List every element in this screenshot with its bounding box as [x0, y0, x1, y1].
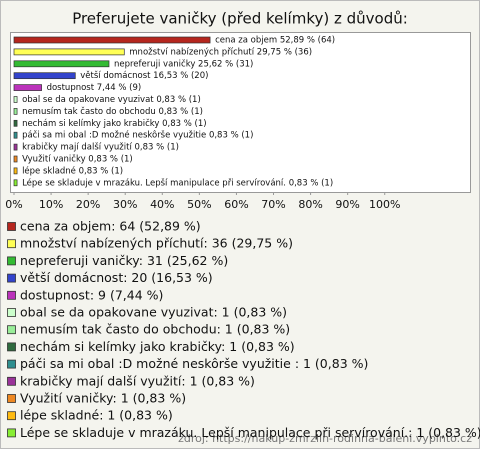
legend-swatch — [7, 359, 16, 369]
legend-label: nepreferuji vaničky: 31 (25,62 %) — [20, 253, 228, 268]
chart-title: Preferujete vaničky (před kelímky) z dův… — [72, 10, 408, 28]
legend-label: Využití vaničky: 1 (0,83 %) — [20, 391, 186, 406]
x-tick-label: 20% — [76, 198, 100, 211]
legend-swatch — [7, 342, 16, 352]
bar-label: množství nabízených příchutí 29,75 % (36… — [129, 47, 312, 57]
legend-label: obal se da opakovane vyuzivat: 1 (0,83 %… — [20, 305, 287, 320]
bar — [13, 60, 110, 68]
bar — [13, 84, 42, 91]
bar-label: nemusím tak často do obchodu 0,83 % (1) — [22, 106, 203, 117]
bar — [13, 143, 18, 151]
x-tick-label: 40% — [150, 198, 174, 211]
bar-label: nechám si kelímky jako krabičky 0,83 % (… — [22, 118, 207, 129]
legend-swatch — [7, 273, 16, 283]
bar — [13, 96, 18, 103]
bar — [13, 131, 18, 139]
bar-label: páči sa mi obal :D možné neskôrše využit… — [22, 130, 253, 141]
legend-swatch — [7, 411, 16, 421]
x-tick-label: 70% — [261, 198, 285, 211]
legend-label: nechám si kelímky jako krabičky: 1 (0,83… — [20, 339, 295, 354]
bar-label: Lépe se skladuje v mrazáku. Lepší manipu… — [22, 177, 333, 188]
legend-label: lépe skladné: 1 (0,83 %) — [20, 408, 173, 423]
x-tick-label: 80% — [298, 198, 322, 211]
bar-label: cena za objem 52,89 % (64) — [215, 36, 335, 46]
bar-label: Využití vaničky 0,83 % (1) — [22, 154, 133, 165]
legend-swatch — [7, 325, 16, 335]
bar — [13, 48, 125, 56]
bar — [13, 36, 211, 44]
bar — [13, 167, 18, 175]
bar — [13, 155, 18, 163]
bar — [13, 72, 76, 80]
legend-label: páči sa mi obal :D možné neskôrše využit… — [20, 356, 368, 371]
bar — [13, 119, 18, 127]
x-tick-label: 100% — [369, 198, 400, 211]
x-tick-label: 10% — [39, 198, 63, 211]
bar-label: obal se da opakovane vyuzivat 0,83 % (1) — [22, 95, 201, 105]
legend-swatch — [7, 428, 16, 438]
bar-label: lépe skladné 0,83 % (1) — [22, 165, 123, 176]
bar — [13, 179, 18, 187]
legend-label: Lépe se skladuje v mrazáku. Lepší manipu… — [20, 425, 480, 440]
legend-swatch — [7, 394, 16, 403]
x-tick-label: 50% — [187, 198, 211, 211]
legend-label: dostupnost: 9 (7,44 %) — [20, 287, 163, 302]
legend-swatch — [7, 239, 16, 249]
legend-swatch — [7, 256, 16, 266]
bar-label: dostupnost 7,44 % (9) — [47, 83, 142, 93]
legend-swatch — [7, 376, 16, 386]
bar-label: krabičky mají další využití 0,83 % (1) — [22, 142, 179, 153]
legend-label: cena za objem: 64 (52,89 %) — [20, 219, 201, 234]
x-tick-label: 60% — [224, 198, 248, 211]
legend-label: množství nabízených příchutí: 36 (29,75 … — [20, 236, 293, 251]
x-tick-label: 30% — [113, 198, 137, 211]
legend-swatch — [7, 222, 16, 231]
source: zdroj: https://nakup-zmrzlin-rodinna-bal… — [178, 432, 472, 445]
x-tick-label: 90% — [335, 198, 359, 211]
legend-label: větší domácnost: 20 (16,53 %) — [20, 270, 213, 285]
bar-label: nepreferuji vaničky 25,62 % (31) — [114, 58, 253, 69]
legend-swatch — [7, 308, 16, 317]
legend-swatch — [7, 290, 16, 300]
plot-area — [10, 32, 471, 193]
bar-label: větší domácnost 16,53 % (20) — [80, 70, 208, 81]
bar — [13, 108, 18, 115]
x-tick-label: 0% — [5, 198, 22, 211]
legend-label: krabičky mají další využití: 1 (0,83 %) — [20, 373, 255, 388]
legend-label: nemusím tak často do obchodu: 1 (0,83 %) — [20, 322, 290, 337]
